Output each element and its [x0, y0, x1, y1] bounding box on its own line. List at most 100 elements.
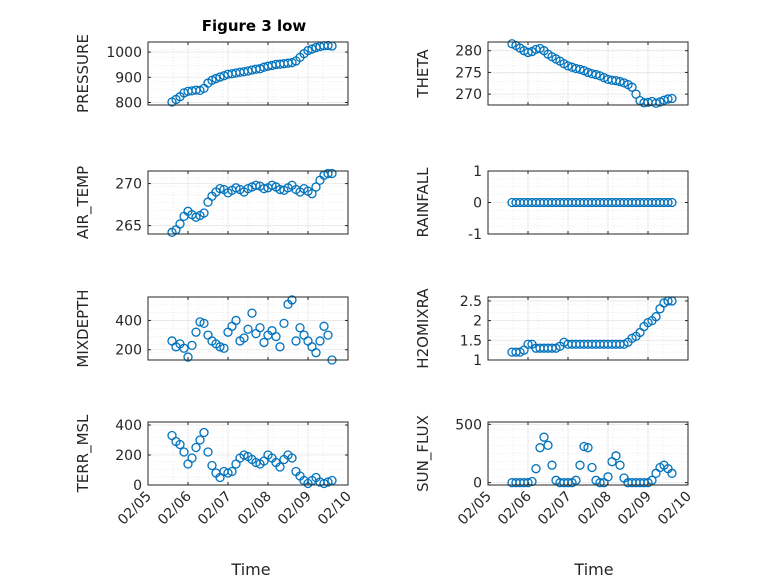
y-tick-label: 280 [455, 44, 482, 60]
x-tick-label: 02/06 [495, 488, 535, 528]
x-tick-label: 02/06 [155, 488, 195, 528]
y-axis-label: PRESSURE [74, 34, 92, 113]
y-tick-label: 1.5 [460, 333, 482, 349]
x-tick-label: 02/10 [315, 489, 355, 529]
data-point [323, 330, 333, 340]
data-point [543, 440, 553, 450]
y-tick-label: 800 [115, 95, 142, 111]
y-axis-label: SUN_FLUX [414, 415, 433, 492]
data-point [531, 464, 541, 474]
data-point [327, 168, 337, 179]
x-tick-label: 02/07 [195, 489, 235, 529]
data-point [603, 472, 613, 482]
data-point [651, 312, 661, 322]
y-tick-label: 2.5 [460, 294, 482, 310]
data-point [547, 460, 557, 470]
y-tick-label: 265 [115, 219, 142, 235]
axes-box [487, 41, 689, 106]
data-point [523, 339, 533, 349]
data-point [319, 321, 329, 331]
data-point [575, 460, 585, 470]
y-axis-label: MIXDEPTH [74, 289, 92, 367]
data-point [223, 468, 233, 478]
figure-title: Figure 3 low [202, 17, 307, 35]
y-tick-label: 200 [115, 343, 142, 359]
x-tick-label: 02/09 [615, 489, 655, 529]
data-point [539, 432, 549, 442]
data-point [667, 93, 677, 104]
axes-5: 200 400 MIXDEPTH [74, 289, 349, 368]
data-point [295, 323, 305, 333]
data-point [523, 478, 533, 488]
data-point [191, 327, 201, 337]
y-tick-label: 0 [133, 478, 142, 494]
y-tick-label: 400 [115, 313, 142, 329]
data-point [179, 343, 189, 353]
data-point [187, 340, 197, 350]
x-axis-label-right: Time [573, 560, 613, 579]
data-point [259, 337, 269, 348]
x-tick-label: 02/07 [535, 489, 575, 529]
data-point [579, 441, 589, 452]
axes-2: 270 275 280 THETA [414, 39, 689, 108]
y-axis-label: H2OMIXRA [414, 288, 432, 369]
data-point [199, 318, 209, 329]
data-point [203, 447, 213, 457]
data-point [291, 336, 301, 346]
y-tick-label: 1 [473, 164, 482, 180]
series-markers [167, 427, 337, 489]
y-tick-label: 0 [473, 196, 482, 212]
data-point [611, 451, 621, 461]
data-point [595, 478, 605, 488]
data-point [287, 295, 297, 305]
y-tick-label: 200 [115, 448, 142, 464]
y-tick-label: 1000 [106, 45, 142, 61]
axes-box [147, 421, 349, 486]
data-point [587, 462, 597, 473]
data-point [215, 183, 225, 194]
data-point [647, 475, 657, 485]
series-markers [507, 39, 677, 108]
data-point [651, 98, 661, 108]
x-tick-label: 02/08 [575, 489, 615, 529]
axes-6: 1 1.5 2 2.5 H2OMIXRA [414, 288, 689, 369]
y-tick-label: 275 [455, 65, 482, 81]
data-point [667, 468, 677, 478]
series-markers [167, 168, 337, 237]
data-point [219, 343, 229, 353]
data-point [183, 352, 193, 362]
y-tick-label: 2 [473, 314, 482, 330]
series-markers [507, 197, 677, 208]
data-point [207, 460, 217, 471]
axes-3: 265 270 AIR_TEMP [74, 166, 349, 239]
y-tick-label: 500 [455, 417, 482, 433]
y-tick-label: 270 [115, 177, 142, 193]
data-point [323, 477, 333, 487]
x-tick-label: 02/10 [655, 489, 695, 529]
axes-7: 0 200 400 TERR_MSL 02/05 02/06 02/07 02/08 02/09… [74, 414, 355, 528]
data-point [631, 89, 641, 99]
y-axis-label: AIR_TEMP [74, 166, 93, 239]
series-markers [167, 40, 337, 107]
data-point [195, 435, 205, 445]
axes-box [147, 296, 349, 361]
data-point [271, 331, 281, 342]
data-point [615, 76, 625, 87]
data-point [187, 453, 197, 463]
axes-box [487, 296, 689, 361]
data-point [279, 318, 289, 329]
data-point [227, 466, 237, 477]
data-point [191, 442, 201, 453]
data-point [231, 315, 241, 326]
y-axis-label: THETA [414, 49, 432, 99]
data-point [215, 342, 225, 352]
data-point [615, 460, 625, 470]
axes-box [147, 170, 349, 235]
data-point [563, 61, 573, 71]
data-point [275, 462, 285, 472]
data-point [319, 478, 329, 489]
y-axis-label: RAINFALL [414, 167, 432, 238]
data-point [199, 208, 209, 218]
data-point [239, 450, 249, 460]
x-tick-label: 02/05 [455, 489, 495, 529]
